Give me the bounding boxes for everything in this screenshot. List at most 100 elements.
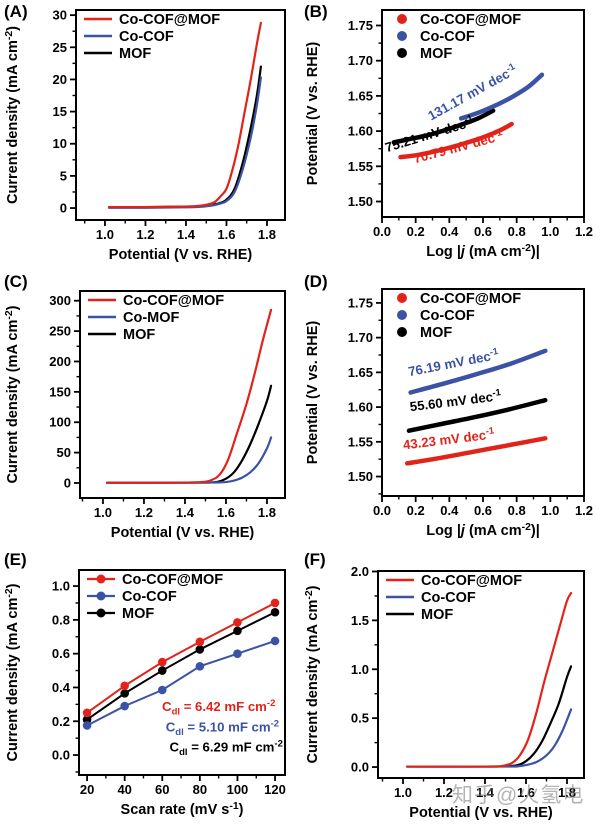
legend-label: MOF [420, 46, 452, 62]
series-mof-point [270, 607, 280, 617]
x-tick-label: 80 [193, 782, 207, 797]
x-tick-label: 1.2 [435, 785, 453, 800]
annotation: Cdl = 5.10 mF cm-2 [166, 718, 279, 738]
series-mof-line [391, 108, 496, 145]
x-tick-label: 1.6 [517, 785, 535, 800]
series-mof-point [233, 626, 242, 636]
x-tick-label: 1.4 [176, 505, 195, 520]
legend-marker [96, 574, 106, 584]
plot-box [78, 569, 286, 776]
x-tick-label: 1.0 [96, 227, 114, 242]
y-tick-label: 0.6 [52, 646, 70, 661]
x-axis-label: Potential (V vs. RHE) [111, 525, 255, 541]
legend-label: Co-COF [420, 29, 475, 45]
legend-label: MOF [421, 607, 453, 623]
x-tick-label: 1.0 [94, 505, 112, 520]
x-tick-label: 1.4 [177, 227, 196, 242]
panel-f-chart-slot: 1.0 1.2 1.4 1.6 1.8 0.0 0.5 1.0 1.5 2.0 Potential … [300, 548, 600, 829]
y-tick-label: 1.65 [348, 88, 373, 103]
y-tick-label: 300 [49, 293, 71, 308]
series-mof-point [157, 666, 167, 675]
axes-d: 0.0 0.2 0.4 0.6 0.8 1.0 1.2 1.50 1.55 1.60 1.65 1.7… [305, 295, 593, 539]
annotations-b: 131.17 mV dec-175.21 mV dec-170.79 mV de… [383, 61, 517, 167]
x-tick-label: 1.0 [394, 785, 412, 800]
x-tick-label: 1.0 [541, 503, 559, 518]
y-tick-label: 1.5 [351, 613, 369, 628]
series-co-cof-line [406, 708, 573, 768]
y-axis-label: Potential (V vs. RHE) [305, 321, 321, 465]
y-axis-label: Current density (mA cm-2) [4, 305, 21, 483]
legend-label: Co-COF@MOF [420, 291, 521, 307]
legend-label: Co-MOF [123, 310, 180, 326]
y-tick-label: 20 [53, 72, 67, 87]
series-co-cof-point [233, 649, 242, 658]
panel-b-chart: 0.0 0.2 0.4 0.6 0.8 1.0 1.2 1.50 1.55 1.60 1.65 1.7… [305, 9, 593, 260]
panel-e-chart-slot: 20 40 60 80 100 120 0.0 0.2 0.4 0.6 0.8 1.0 Scan rat… [0, 548, 300, 829]
y-tick-label: 2.0 [351, 564, 369, 579]
x-axis-label: Potential (V vs. RHE) [409, 805, 553, 821]
axes-e: 20 40 60 80 100 120 0.0 0.2 0.4 0.6 0.8 1.0 Scan rat… [4, 579, 286, 818]
series-co-cof-mof-line [105, 308, 273, 484]
x-tick-label: 1.2 [136, 227, 154, 242]
series-co-cof-mof-line [107, 21, 262, 209]
x-tick-label: 1.4 [476, 785, 495, 800]
x-axis-label: Log |j (mA cm-2)| [426, 522, 540, 539]
series-co-cof-mof-point [195, 637, 205, 647]
y-tick-label: 250 [49, 324, 71, 339]
series-mof-point [195, 645, 205, 654]
y-tick-label: 150 [49, 384, 71, 399]
series-co-cof-line [458, 72, 545, 121]
y-tick-label: 1.65 [348, 365, 373, 380]
x-tick-label: 0.4 [440, 224, 459, 239]
y-tick-label: 0.4 [52, 680, 71, 695]
legend-label: Co-COF [119, 29, 174, 45]
panel-a-chart: 1.0 1.2 1.4 1.6 1.8 0 5 10 15 20 25 30 Potential (V … [4, 8, 286, 263]
panel-a-label: (A) [4, 2, 28, 21]
legend-label: MOF [420, 325, 452, 341]
series-co-cof-mof-line [86, 602, 276, 714]
x-tick-label: 0.2 [407, 503, 425, 518]
panel-e: (E) 20 40 60 80 100 120 0.0 0.2 0.4 0.6 0.8 1.0 Scan… [0, 548, 300, 829]
axes-f: 1.0 1.2 1.4 1.6 1.8 0.0 0.5 1.0 1.5 2.0 Potential … [304, 564, 576, 821]
x-axis-label: Log |j (mA cm-2)| [426, 243, 540, 260]
panel-b-chart-slot: 0.0 0.2 0.4 0.6 0.8 1.0 1.2 1.50 1.55 1.60 1.65 1.7… [300, 0, 600, 270]
plot-box [79, 290, 286, 499]
panel-b-label: (B) [304, 2, 328, 21]
legend-marker [96, 608, 106, 618]
y-tick-label: 100 [49, 415, 71, 430]
series-group-b [391, 72, 545, 160]
x-axis-label: Potential (V vs. RHE) [109, 247, 253, 263]
y-tick-label: 1.0 [52, 579, 70, 594]
series-co-cof-point [82, 721, 92, 730]
series-group-f [406, 591, 573, 768]
series-mof-point [82, 715, 92, 724]
series-co-cof-line [408, 348, 548, 395]
y-tick-label: 0 [64, 475, 71, 490]
series-co-cof-mof-point [157, 657, 167, 667]
panel-c-chart-slot: 1.0 1.2 1.4 1.6 1.8 0 50 100 150 200 250 300 Potenti… [0, 270, 300, 548]
plot-box [381, 288, 585, 497]
x-tick-label: 1.8 [258, 505, 276, 520]
y-axis-label: Current density (mA cm-2) [304, 585, 321, 763]
y-tick-label: 30 [53, 8, 67, 23]
plot-box [75, 9, 286, 221]
x-tick-label: 0.0 [373, 224, 391, 239]
x-tick-label: 40 [117, 782, 131, 797]
series-co-mof-line [105, 436, 273, 484]
y-tick-label: 0.0 [351, 760, 369, 775]
legend-dot [397, 310, 407, 320]
plot-box [381, 9, 585, 218]
y-axis-label: Potential (V vs. RHE) [305, 42, 321, 186]
panel-d-chart: 0.0 0.2 0.4 0.6 0.8 1.0 1.2 1.50 1.55 1.60 1.65 1.7… [305, 288, 593, 539]
panel-f-chart: 1.0 1.2 1.4 1.6 1.8 0.0 0.5 1.0 1.5 2.0 Potential … [304, 564, 585, 821]
series-co-cof-mof-point [233, 618, 242, 627]
y-axis-label: Current density (mA cm-2) [4, 26, 21, 204]
series-group-d [405, 348, 548, 466]
series-co-cof-mof-line [405, 436, 548, 466]
legend-label: Co-COF@MOF [420, 12, 521, 28]
x-tick-label: 0.8 [508, 224, 526, 239]
